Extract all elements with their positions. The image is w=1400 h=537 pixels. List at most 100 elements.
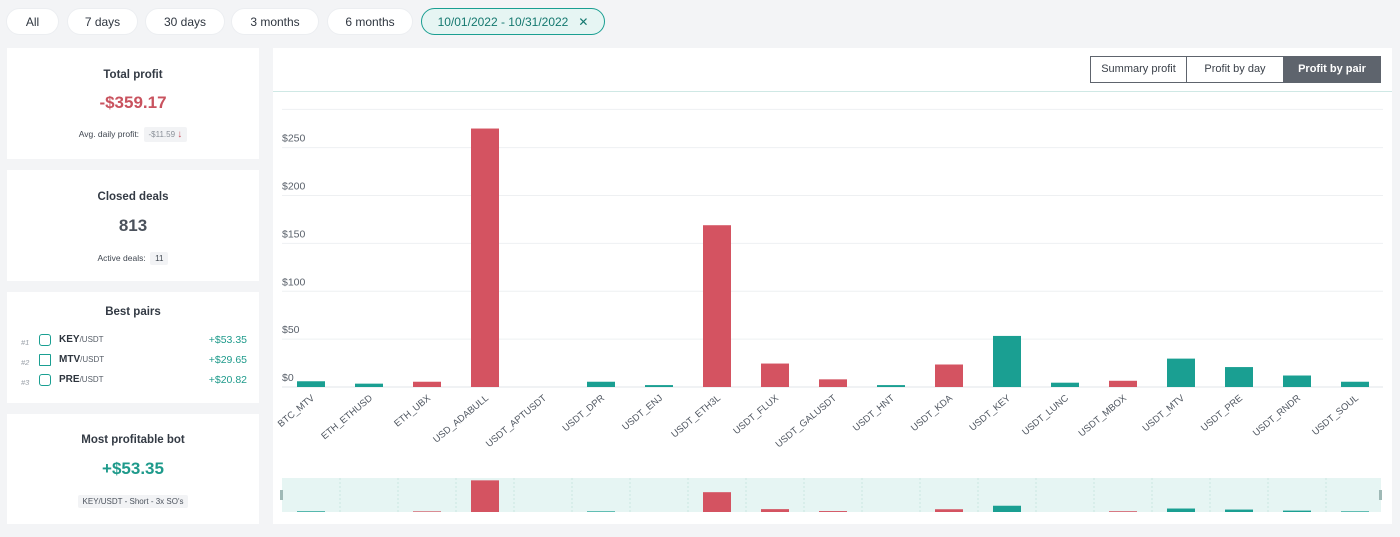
pre-coin-icon xyxy=(39,374,51,386)
arrow-down-icon: ↓ xyxy=(177,129,183,140)
avg-daily-profit-chip: -$11.59 ↓ xyxy=(143,127,188,142)
bar xyxy=(1051,382,1079,387)
pair-profit: +$20.82 xyxy=(208,374,247,386)
brush-bar xyxy=(587,511,615,512)
most-profitable-bot-card: Most profitable bot +$53.35 KEY/USDT - S… xyxy=(7,414,259,524)
closed-deals-card: Closed deals 813 Active deals: 11 xyxy=(7,170,259,281)
x-tick-label: USDT_GALUSDT xyxy=(774,393,839,450)
filter-label: 7 days xyxy=(84,15,121,29)
profit-by-pair-chart: $0 $50 $100 $150 $200 $250 BTC_MTV ETH_ETHUSD ET… xyxy=(276,108,1383,512)
filter-label: 6 months xyxy=(345,15,395,29)
bar xyxy=(877,385,905,387)
x-tick-label: ETH_UBX xyxy=(392,392,433,429)
brush-bar xyxy=(1283,510,1311,512)
pair-base: KEY xyxy=(59,334,80,345)
x-tick-label: USDT_ENJ xyxy=(620,393,665,433)
total-profit-title: Total profit xyxy=(103,69,163,81)
bar xyxy=(993,335,1021,387)
brush-bar xyxy=(935,509,963,512)
filter-date-range-button[interactable]: 10/01/2022 - 10/31/2022 ✕ xyxy=(421,8,605,35)
brush-bar xyxy=(819,511,847,512)
filter-all-button[interactable]: All xyxy=(6,8,59,35)
y-tick-label: $150 xyxy=(282,228,306,240)
x-tick-label: USDT_HNT xyxy=(851,393,897,434)
pair-base: MTV xyxy=(59,354,81,365)
brush-bar xyxy=(1109,511,1137,512)
key-coin-icon xyxy=(39,334,51,346)
y-tick-label: $0 xyxy=(282,372,294,384)
closed-deals-title: Closed deals xyxy=(97,191,169,203)
x-tick-label: USD_ADABULL xyxy=(431,393,491,446)
filter-6-months-button[interactable]: 6 months xyxy=(327,8,413,35)
best-pairs-card: Best pairs #1 KEY/USDT +$53.35 #2 MTV/US… xyxy=(7,292,259,403)
bot-label-chip[interactable]: KEY/USDT - Short - 3x SO's xyxy=(77,495,189,508)
pair-profit: +$29.65 xyxy=(208,354,247,366)
pair-name: KEY/USDT xyxy=(59,334,104,345)
chart-view-toggle: Summary profit Profit by day Profit by p… xyxy=(1090,56,1381,83)
filter-label: 30 days xyxy=(163,15,207,29)
pair-rank: #2 xyxy=(21,358,30,367)
filter-7-days-button[interactable]: 7 days xyxy=(67,8,138,35)
bar xyxy=(1167,358,1195,387)
bar xyxy=(761,363,789,387)
bar xyxy=(297,381,325,387)
pair-rank: #3 xyxy=(21,378,30,387)
tab-profit-by-day[interactable]: Profit by day xyxy=(1187,57,1284,82)
close-icon[interactable]: ✕ xyxy=(578,15,589,29)
best-pair-row[interactable]: #1 KEY/USDT +$53.35 xyxy=(21,334,247,354)
x-tick-label: USDT_ETH3L xyxy=(669,393,723,440)
filter-label: 3 months xyxy=(250,15,300,29)
filter-label: All xyxy=(25,15,40,29)
avg-daily-profit-row: Avg. daily profit: -$11.59 ↓ xyxy=(7,124,259,142)
x-tick-label: USDT_DPR xyxy=(561,393,607,434)
filter-label: 10/01/2022 - 10/31/2022 xyxy=(437,15,569,29)
closed-deals-value: 813 xyxy=(118,216,148,235)
pair-quote: /USDT xyxy=(80,355,105,364)
bar xyxy=(1109,380,1137,387)
bar xyxy=(645,385,673,387)
bar xyxy=(703,225,731,387)
bar xyxy=(355,383,383,387)
avg-daily-profit-value: -$11.59 xyxy=(148,130,176,139)
x-tick-label: USDT_APTUSDT xyxy=(484,393,549,450)
bar xyxy=(587,381,615,387)
best-pair-row[interactable]: #3 PRE/USDT +$20.82 xyxy=(21,374,247,394)
best-pair-row[interactable]: #2 MTV/USDT +$29.65 xyxy=(21,354,247,374)
x-tick-label: USDT_KDA xyxy=(909,392,955,433)
bar xyxy=(471,128,499,387)
brush-bar xyxy=(471,480,499,512)
x-tick-label: USDT_SOUL xyxy=(1310,393,1361,438)
x-tick-label: USDT_PRE xyxy=(1199,393,1245,434)
pair-quote: /USDT xyxy=(79,335,104,344)
x-tick-label: ETH_ETHUSD xyxy=(319,393,375,442)
x-tick-label: USDT_MTV xyxy=(1141,392,1188,434)
y-tick-label: $100 xyxy=(282,276,306,288)
brush-bar xyxy=(993,505,1021,512)
x-tick-label: USDT_RNDR xyxy=(1251,393,1303,439)
most-profitable-bot-title: Most profitable bot xyxy=(81,434,185,446)
best-pairs-title: Best pairs xyxy=(105,306,161,318)
pair-name: PRE/USDT xyxy=(59,374,104,385)
pair-rank: #1 xyxy=(21,338,30,347)
x-tick-label: USDT_FLUX xyxy=(731,392,781,436)
tab-profit-by-pair[interactable]: Profit by pair xyxy=(1284,57,1380,82)
bar xyxy=(413,381,441,387)
bar xyxy=(819,379,847,387)
filter-3-months-button[interactable]: 3 months xyxy=(231,8,319,35)
pair-quote: /USDT xyxy=(79,375,104,384)
tab-summary-profit[interactable]: Summary profit xyxy=(1091,57,1187,82)
bar xyxy=(1341,381,1369,387)
active-deals-row: Active deals: 11 xyxy=(7,248,259,266)
divider xyxy=(273,91,1392,92)
bar xyxy=(935,364,963,387)
x-tick-label: USDT_MBOX xyxy=(1077,392,1130,439)
filter-30-days-button[interactable]: 30 days xyxy=(145,8,225,35)
brush-handle-left xyxy=(280,490,283,500)
total-profit-card: Total profit -$359.17 Avg. daily profit:… xyxy=(7,48,259,159)
avg-daily-profit-label: Avg. daily profit: xyxy=(78,129,140,139)
total-profit-value: -$359.17 xyxy=(99,93,167,112)
y-tick-label: $200 xyxy=(282,181,306,193)
y-tick-label: $250 xyxy=(282,133,306,145)
brush-bar xyxy=(413,511,441,512)
profit-chart-panel: Summary profit Profit by day Profit by p… xyxy=(273,48,1392,524)
